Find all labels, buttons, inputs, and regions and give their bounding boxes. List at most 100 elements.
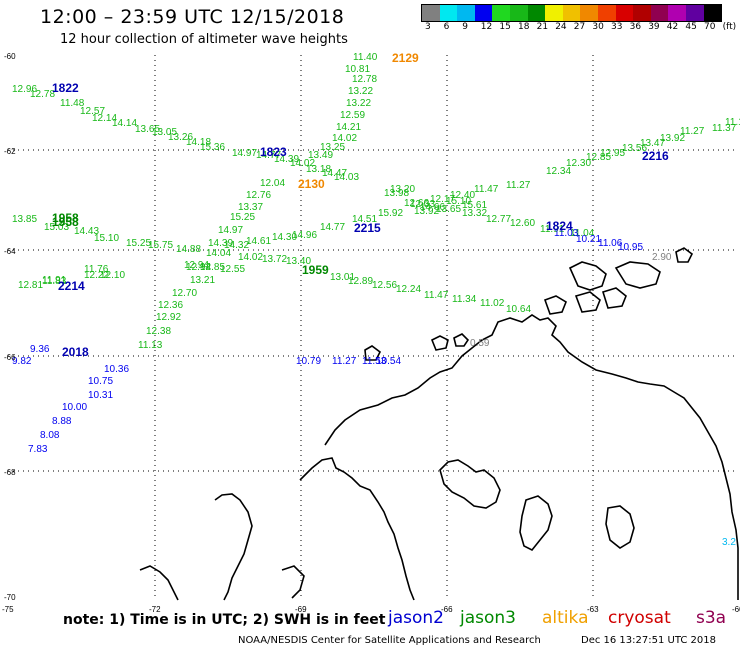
- swh-value: 13.72: [262, 254, 287, 265]
- swh-value: 13.05: [152, 127, 177, 138]
- colorbar-label: 18: [518, 22, 530, 32]
- colorbar-swatch: [633, 5, 651, 21]
- colorbar-label: 30: [592, 22, 604, 32]
- swh-value: 12.24: [396, 284, 421, 295]
- swh-value: 12.89: [348, 276, 373, 287]
- swh-value: 12.56: [372, 280, 397, 291]
- pass-time-label: 1824: [546, 219, 573, 233]
- swh-value: 11.53: [362, 356, 387, 367]
- colorbar-label: 12: [480, 22, 493, 32]
- coastline: [139, 247, 739, 601]
- legend-jason2: jason2: [388, 608, 444, 628]
- colorbar-label: (ft): [722, 22, 737, 32]
- swh-value: 13.22: [348, 86, 373, 97]
- swh-value: 12.76: [246, 190, 271, 201]
- pass-time-label: 1822: [52, 81, 79, 95]
- swh-value: 12.36: [158, 300, 183, 311]
- swh-value: 13.65: [135, 124, 160, 135]
- legend-s3a: s3a: [696, 608, 727, 628]
- swh-value: 12.33: [410, 199, 435, 210]
- colorbar-label: 27: [573, 22, 586, 32]
- swh-value: 11.27: [332, 356, 357, 367]
- swh-value: 15.75: [148, 240, 173, 251]
- swh-value: 11.04: [570, 228, 595, 239]
- credit-line: NOAA/NESDIS Center for Satellite Applica…: [238, 635, 541, 646]
- swh-value: 13.25: [320, 142, 345, 153]
- coastline-segment: [675, 247, 694, 263]
- longitude-label: -60: [732, 605, 740, 614]
- swh-value: 14.97: [232, 148, 257, 159]
- swh-value: 12.60: [510, 218, 535, 229]
- swh-value: 15.61: [462, 200, 487, 211]
- colorbar-swatch: [492, 5, 510, 21]
- pass-time-label: 1823: [260, 145, 287, 159]
- swh-value: 11.40: [353, 52, 378, 63]
- colorbar-swatch: [562, 5, 581, 21]
- pass-label: 3.2: [722, 537, 736, 548]
- swh-value: 11.13: [138, 340, 163, 351]
- colorbar: [421, 4, 723, 22]
- swh-value: 13.98: [384, 188, 409, 199]
- coastline-segment: [139, 565, 179, 601]
- pass-label: 1958: [52, 215, 79, 229]
- coastline-segment: [605, 505, 635, 549]
- swh-value: 13.01: [330, 272, 355, 283]
- colorbar-swatch: [439, 5, 458, 21]
- coastline-segment: [568, 261, 607, 291]
- swh-value: 14.02: [332, 133, 357, 144]
- longitude-label: -66: [441, 605, 453, 614]
- swh-value: 10.95: [618, 242, 643, 253]
- swh-value: 10.81: [345, 64, 370, 75]
- swh-value: 13.37: [238, 202, 263, 213]
- swh-value: 11.76: [84, 264, 109, 275]
- swh-value: 9.36: [30, 344, 50, 355]
- swh-value: 13.22: [346, 98, 371, 109]
- pass-time-label: 2215: [354, 221, 381, 235]
- colorbar-swatch: [668, 5, 686, 21]
- coastline-segment: [324, 314, 739, 600]
- swh-value: 10.21: [576, 234, 601, 245]
- coastline-segment: [543, 295, 567, 315]
- page-subtitle: 12 hour collection of altimeter wave hei…: [60, 32, 348, 47]
- colorbar-swatch: [685, 5, 704, 21]
- swh-value: 12.04: [260, 178, 285, 189]
- swh-value: 12.96: [12, 84, 37, 95]
- colorbar-label: 3: [425, 22, 431, 32]
- track-2216: 11.1911.3711.2713.9213.4713.5612.9512.85…: [384, 117, 740, 213]
- swh-value: 14.88: [176, 244, 201, 255]
- longitude-label: -72: [149, 605, 161, 614]
- coastline-segment: [299, 457, 415, 601]
- swh-value: 13.21: [190, 275, 215, 286]
- colorbar-swatch: [580, 5, 598, 21]
- longitude-label: -63: [587, 605, 599, 614]
- swh-value: 13.20: [390, 184, 415, 195]
- swh-value: 11.91: [540, 224, 565, 235]
- swh-value: 11.34: [452, 294, 477, 305]
- latitude-label: -62: [4, 147, 16, 156]
- coastline-segment: [214, 493, 253, 601]
- coastline-segment: [453, 333, 470, 347]
- swh-value: 14.66: [420, 202, 445, 213]
- swh-value: 10.31: [88, 390, 113, 401]
- latitude-label: -64: [4, 247, 16, 256]
- colorbar-label: 9: [462, 22, 468, 32]
- swh-value: 11.47: [424, 290, 449, 301]
- swh-value: 12.81: [18, 280, 43, 291]
- swh-value: 15.03: [44, 222, 69, 233]
- map-axis-labels: -60 -62 -64 -66 -68 -70 -75 -72 -69 -66 -63 -60: [2, 52, 740, 614]
- swh-value: 14.14: [112, 118, 137, 129]
- coastline-segment: [281, 565, 305, 599]
- pass-time-label: 2018: [62, 345, 89, 359]
- coastline-segment: [519, 495, 553, 552]
- swh-value: 15.25: [230, 212, 255, 223]
- swh-value: 7.83: [28, 444, 48, 455]
- colorbar-swatch: [422, 5, 440, 21]
- longitude-label: -69: [295, 605, 307, 614]
- coastline-segment: [439, 459, 501, 509]
- swh-value: 14.30: [272, 232, 297, 243]
- colorbar-swatch: [597, 5, 616, 21]
- swh-value: 11.83: [42, 276, 67, 287]
